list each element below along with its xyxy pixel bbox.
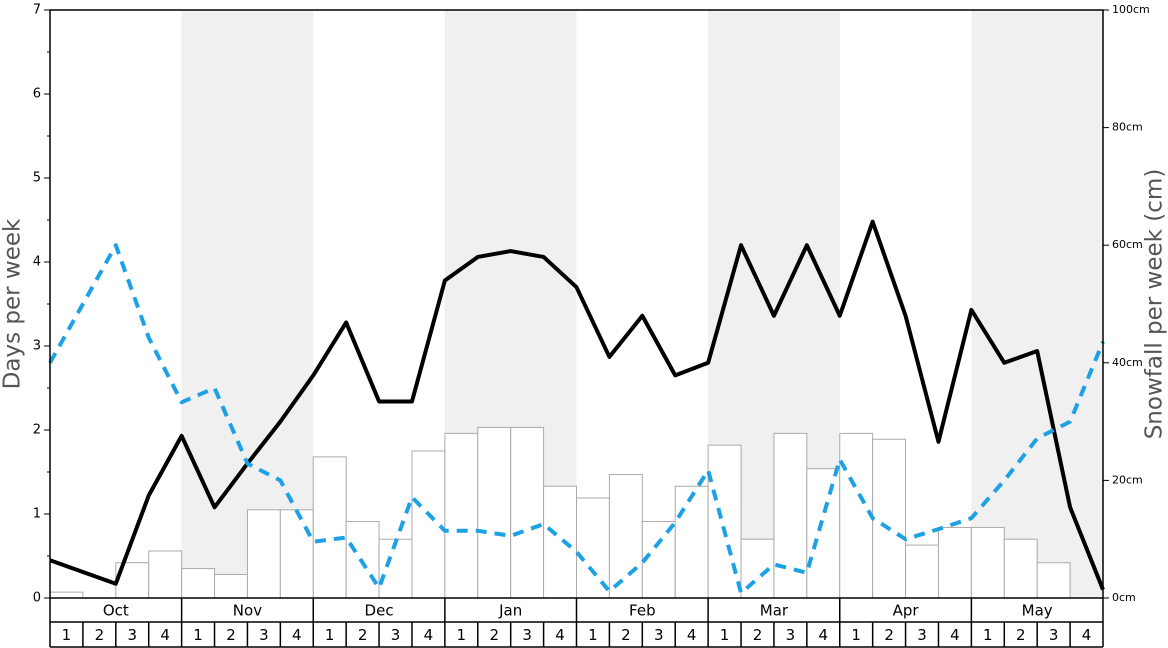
month-shade bbox=[971, 10, 1103, 598]
week-label: 3 bbox=[1049, 626, 1059, 644]
week-label: 3 bbox=[391, 626, 401, 644]
y2-tick-label: 0cm bbox=[1112, 591, 1136, 604]
week-label: 3 bbox=[786, 626, 796, 644]
background bbox=[181, 10, 1103, 598]
week-label: 2 bbox=[884, 626, 894, 644]
week-label: 2 bbox=[95, 626, 105, 644]
week-label: 1 bbox=[851, 626, 861, 644]
y-tick-label: 1 bbox=[33, 507, 41, 522]
y2-tick-label: 20cm bbox=[1112, 473, 1143, 486]
week-label: 2 bbox=[621, 626, 631, 644]
y-axis-label: Days per week bbox=[0, 218, 26, 389]
bar bbox=[246, 509, 281, 599]
bar bbox=[740, 538, 775, 599]
week-label: 2 bbox=[489, 626, 499, 644]
bar bbox=[608, 474, 643, 599]
week-label: 1 bbox=[193, 626, 203, 644]
line bbox=[48, 243, 1105, 595]
bar bbox=[641, 521, 676, 599]
week-label: 1 bbox=[720, 626, 730, 644]
week-label: 1 bbox=[325, 626, 335, 644]
line bbox=[49, 219, 1105, 591]
week-label: 3 bbox=[127, 626, 137, 644]
week-label: 4 bbox=[292, 626, 302, 644]
month-label: Oct bbox=[103, 602, 129, 620]
bar bbox=[411, 450, 446, 599]
week-label: 4 bbox=[160, 626, 170, 644]
bar bbox=[937, 526, 972, 599]
bar bbox=[279, 509, 314, 599]
bar bbox=[905, 544, 939, 599]
bar bbox=[181, 568, 216, 599]
week-label: 1 bbox=[983, 626, 993, 644]
month-label: May bbox=[1022, 602, 1053, 620]
bar bbox=[444, 432, 479, 599]
bar bbox=[1003, 538, 1038, 599]
week-label: 3 bbox=[522, 626, 532, 644]
bar bbox=[148, 550, 183, 599]
y-tick-label: 3 bbox=[33, 339, 41, 354]
bar bbox=[872, 438, 907, 599]
y-tick-label: 7 bbox=[33, 3, 41, 18]
week-label: 4 bbox=[950, 626, 960, 644]
month-label: Dec bbox=[365, 602, 394, 620]
week-label: 1 bbox=[457, 626, 467, 644]
week-label: 2 bbox=[753, 626, 763, 644]
week-label: 1 bbox=[62, 626, 72, 644]
month-label: Feb bbox=[629, 602, 656, 620]
y-tick-label: 6 bbox=[33, 87, 41, 102]
y-tick-label: 5 bbox=[33, 171, 41, 186]
week-label: 4 bbox=[819, 626, 829, 644]
bar bbox=[477, 426, 512, 599]
week-label: 2 bbox=[1016, 626, 1026, 644]
bar bbox=[839, 432, 874, 599]
month-label: Mar bbox=[760, 602, 789, 620]
y2-tick-label: 40cm bbox=[1112, 356, 1143, 369]
month-label: Apr bbox=[893, 602, 920, 620]
month-label: Jan bbox=[498, 602, 522, 620]
week-label: 3 bbox=[259, 626, 269, 644]
y-tick-label: 2 bbox=[33, 423, 41, 438]
bar bbox=[806, 468, 841, 599]
week-label: 2 bbox=[226, 626, 236, 644]
bar bbox=[214, 573, 248, 599]
y-tick-label: 4 bbox=[33, 255, 41, 270]
y-tick-label: 0 bbox=[33, 591, 41, 606]
bar bbox=[970, 526, 1005, 599]
bar bbox=[49, 591, 84, 599]
bar bbox=[1036, 562, 1071, 599]
week-label: 3 bbox=[654, 626, 664, 644]
week-label: 3 bbox=[917, 626, 927, 644]
week-label: 4 bbox=[555, 626, 565, 644]
week-label: 4 bbox=[687, 626, 697, 644]
week-label: 1 bbox=[588, 626, 598, 644]
week-label: 4 bbox=[424, 626, 434, 644]
y2-tick-label: 80cm bbox=[1112, 121, 1143, 134]
y2-tick-label: 100cm bbox=[1112, 3, 1150, 16]
bar bbox=[707, 444, 742, 599]
bar bbox=[674, 485, 709, 599]
month-label: Nov bbox=[233, 602, 262, 620]
bar bbox=[510, 426, 545, 599]
y2-tick-label: 60cm bbox=[1112, 238, 1143, 251]
y2-axis-label: Snowfall per week (cm) bbox=[1142, 169, 1168, 440]
week-label: 2 bbox=[358, 626, 368, 644]
bar bbox=[543, 485, 577, 599]
week-label: 4 bbox=[1082, 626, 1092, 644]
bar bbox=[312, 456, 347, 599]
